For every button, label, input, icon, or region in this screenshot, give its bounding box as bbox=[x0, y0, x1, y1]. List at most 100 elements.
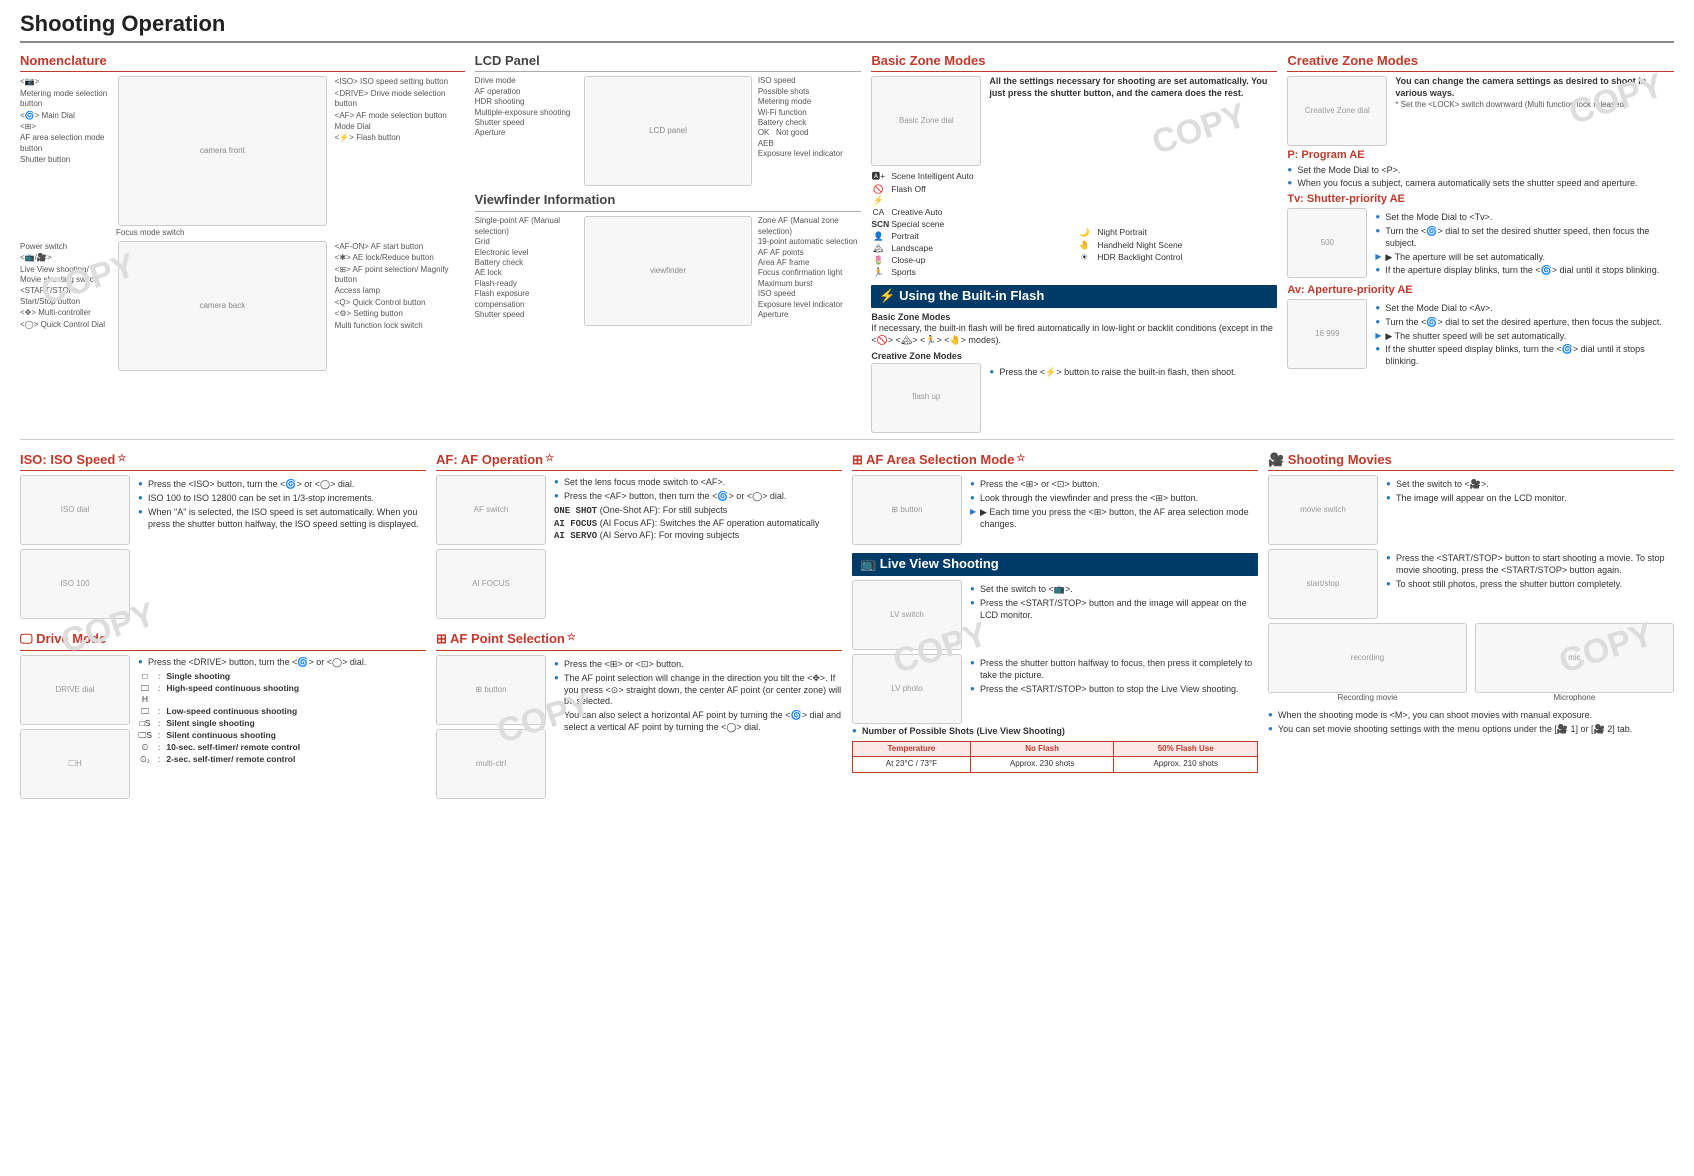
camera-back-illustration: camera back bbox=[118, 241, 327, 371]
movie-caption-mic: Microphone bbox=[1475, 693, 1674, 703]
movie-illus-mic: mic bbox=[1475, 623, 1674, 693]
iso-item: Press the <ISO> button, turn the <🌀> or … bbox=[138, 479, 426, 491]
nomenclature-col: Nomenclature <📷> Metering mode selection… bbox=[20, 47, 465, 433]
lv-table-title: Number of Possible Shots (Live View Shoo… bbox=[852, 726, 1258, 738]
basic-zone-col: Basic Zone Modes Basic Zone dial All the… bbox=[871, 47, 1277, 433]
lv-illus-1: LV switch bbox=[852, 580, 962, 650]
bottom-half: ISO: ISO Speed ISO dial ISO 100 Press th… bbox=[20, 446, 1674, 800]
av-item: If the shutter speed display blinks, tur… bbox=[1375, 344, 1674, 367]
tv-item: Set the Mode Dial to <Tv>. bbox=[1375, 212, 1674, 224]
movie-illus-2: start/stop bbox=[1268, 549, 1378, 619]
flash-creative-text: Press the <⚡> button to raise the built-… bbox=[989, 367, 1277, 379]
program-ae-item: Set the Mode Dial to <P>. bbox=[1287, 165, 1674, 177]
movies-col: 🎥 Shooting Movies movie switch Set the s… bbox=[1268, 446, 1674, 800]
basic-zone-title: Basic Zone Modes bbox=[871, 51, 1277, 73]
movie-item: Set the switch to <🎥>. bbox=[1386, 479, 1674, 491]
iso-item: When "A" is selected, the ISO speed is s… bbox=[138, 507, 426, 530]
af-area-item: Press the <⊞> or <⊡> button. bbox=[970, 479, 1258, 491]
af-op-title: AF: AF Operation bbox=[436, 450, 842, 472]
camera-left-labels: <📷> Metering mode selection button <🌀> M… bbox=[20, 76, 110, 166]
lv-item: Press the <START/STOP> button and the im… bbox=[970, 598, 1258, 621]
af-col: AF: AF Operation AF switch AI FOCUS Set … bbox=[436, 446, 842, 800]
camera-back-left-labels: Power switch <📺/🎥> Live View shooting/ M… bbox=[20, 241, 110, 331]
af-point-item: You can also select a horizontal AF poin… bbox=[554, 710, 842, 733]
movie-item: Press the <START/STOP> button to start s… bbox=[1386, 553, 1674, 576]
viewfinder-title: Viewfinder Information bbox=[475, 190, 862, 212]
program-ae-head: P: Program AE bbox=[1287, 148, 1674, 162]
camera-back-right-labels: <AF-ON> AF start button <✱> AE lock/Redu… bbox=[335, 241, 465, 332]
drive-illus-1: DRIVE dial bbox=[20, 655, 130, 725]
basic-modes-right: 🌙Night Portrait 🤚Handheld Night Scene ☀H… bbox=[1077, 170, 1277, 278]
drive-illus-2: 🖵H bbox=[20, 729, 130, 799]
lv-item: Press the shutter button halfway to focu… bbox=[970, 658, 1258, 681]
lcd-right-labels: ISO speed Possible shots Metering mode W… bbox=[758, 76, 862, 186]
top-half: Nomenclature <📷> Metering mode selection… bbox=[20, 47, 1674, 433]
flash-basic-head: Basic Zone Modes bbox=[871, 312, 1277, 324]
creative-intro: You can change the camera settings as de… bbox=[1395, 76, 1674, 99]
af-op-item: Set the lens focus mode switch to <AF>. bbox=[554, 477, 842, 489]
liveview-title: 📺 Live View Shooting bbox=[852, 553, 1258, 576]
lv-item: Press the <START/STOP> button to stop th… bbox=[970, 684, 1258, 696]
lv-item: Set the switch to <📺>. bbox=[970, 584, 1258, 596]
lv-shots-table: Temperature No Flash 50% Flash Use At 23… bbox=[852, 741, 1258, 773]
afarea-liveview-col: ⊞ AF Area Selection Mode ⊞ button Press … bbox=[852, 446, 1258, 800]
af-op-item: Press the <AF> button, then turn the <🌀>… bbox=[554, 491, 842, 503]
tv-head: Tv: Shutter-priority AE bbox=[1287, 192, 1674, 206]
av-item: ▶ The shutter speed will be set automati… bbox=[1375, 331, 1674, 343]
creative-zone-title: Creative Zone Modes bbox=[1287, 51, 1674, 73]
af-point-item: The AF point selection will change in th… bbox=[554, 673, 842, 708]
movie-caption-recording: Recording movie bbox=[1268, 693, 1467, 703]
vf-left-labels: Single-point AF (Manual selection) Grid … bbox=[475, 216, 579, 326]
movie-illus-1: movie switch bbox=[1268, 475, 1378, 545]
af-area-item: ▶ Each time you press the <⊞> button, th… bbox=[970, 507, 1258, 530]
basic-zone-intro: All the settings necessary for shooting … bbox=[989, 76, 1277, 99]
focus-switch-label: Focus mode switch bbox=[116, 228, 465, 238]
iso-illus-2: ISO 100 bbox=[20, 549, 130, 619]
av-lcd-illustration: 16 999 bbox=[1287, 299, 1367, 369]
camera-front-illustration: camera front bbox=[118, 76, 327, 226]
afpt-illus-2: multi-ctrl bbox=[436, 729, 546, 799]
flash-basic-text: If necessary, the built-in flash will be… bbox=[871, 323, 1277, 346]
tv-item: If the aperture display blinks, turn the… bbox=[1375, 265, 1674, 277]
iso-drive-col: ISO: ISO Speed ISO dial ISO 100 Press th… bbox=[20, 446, 426, 800]
af-area-item: Look through the viewfinder and press th… bbox=[970, 493, 1258, 505]
lcd-panel-illustration: LCD panel bbox=[584, 76, 752, 186]
flash-creative-head: Creative Zone Modes bbox=[871, 351, 1277, 363]
movies-title: 🎥 Shooting Movies bbox=[1268, 450, 1674, 472]
movie-note: When the shooting mode is <M>, you can s… bbox=[1268, 710, 1674, 722]
creative-note: * Set the <LOCK> switch downward (Multi … bbox=[1395, 100, 1674, 110]
drive-title: 🖵 Drive Mode bbox=[20, 629, 426, 651]
iso-illus-1: ISO dial bbox=[20, 475, 130, 545]
program-ae-item: When you focus a subject, camera automat… bbox=[1287, 178, 1674, 190]
lv-illus-2: LV photo bbox=[852, 654, 962, 724]
av-head: Av: Aperture-priority AE bbox=[1287, 283, 1674, 297]
basic-modes-left: 🅰+Scene Intelligent Auto 🚫⚡Flash Off CAC… bbox=[871, 170, 1071, 278]
page-title: Shooting Operation bbox=[20, 10, 1674, 43]
iso-title: ISO: ISO Speed bbox=[20, 450, 426, 472]
av-item: Set the Mode Dial to <Av>. bbox=[1375, 303, 1674, 315]
movie-illus-recording: recording bbox=[1268, 623, 1467, 693]
af-area-title: ⊞ AF Area Selection Mode bbox=[852, 450, 1258, 472]
lcd-left-labels: Drive mode AF operation HDR shooting Mul… bbox=[475, 76, 579, 186]
av-item: Turn the <🌀> dial to set the desired ape… bbox=[1375, 317, 1674, 329]
flash-up-illustration: flash up bbox=[871, 363, 981, 433]
lcd-title: LCD Panel bbox=[475, 51, 862, 73]
movie-item: The image will appear on the LCD monitor… bbox=[1386, 493, 1674, 505]
af-point-title: ⊞ AF Point Selection bbox=[436, 629, 842, 651]
lcd-viewfinder-col: LCD Panel Drive mode AF operation HDR sh… bbox=[475, 47, 862, 433]
tv-lcd-illustration: 500 bbox=[1287, 208, 1367, 278]
camera-right-labels-top: <ISO> ISO speed setting button <DRIVE> D… bbox=[335, 76, 465, 144]
movie-item: To shoot still photos, press the shutter… bbox=[1386, 579, 1674, 591]
builtin-flash-title: ⚡ Using the Built-in Flash bbox=[871, 285, 1277, 308]
movie-note: You can set movie shooting settings with… bbox=[1268, 724, 1674, 736]
creative-zone-col: Creative Zone Modes Creative Zone dial Y… bbox=[1287, 47, 1674, 433]
af-illus-1: AF switch bbox=[436, 475, 546, 545]
tv-item: Turn the <🌀> dial to set the desired shu… bbox=[1375, 226, 1674, 249]
vf-right-labels: Zone AF (Manual zone selection) 19-point… bbox=[758, 216, 862, 326]
afpt-illus-1: ⊞ button bbox=[436, 655, 546, 725]
nomenclature-title: Nomenclature bbox=[20, 51, 465, 73]
mode-dial-basic-illustration: Basic Zone dial bbox=[871, 76, 981, 166]
af-illus-2: AI FOCUS bbox=[436, 549, 546, 619]
af-point-item: Press the <⊞> or <⊡> button. bbox=[554, 659, 842, 671]
afarea-illus: ⊞ button bbox=[852, 475, 962, 545]
